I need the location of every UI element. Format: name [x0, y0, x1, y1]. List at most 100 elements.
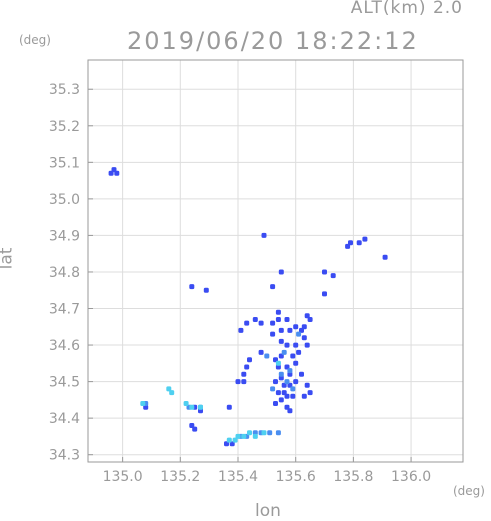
- y-tick-label: 35.2: [49, 119, 80, 135]
- echo-point: [273, 379, 278, 385]
- echo-point: [238, 327, 244, 333]
- echo-point: [244, 364, 250, 370]
- echo-point: [301, 324, 307, 330]
- echo-point: [287, 408, 293, 414]
- echo-point: [166, 386, 172, 392]
- echo-point: [235, 379, 241, 385]
- y-tick-label: 35.0: [49, 192, 80, 208]
- echo-point: [273, 401, 278, 406]
- echo-point: [281, 382, 287, 388]
- echo-point: [189, 284, 195, 290]
- echo-point: [293, 324, 299, 330]
- echo-point: [275, 360, 281, 366]
- echo-point: [284, 393, 290, 399]
- echo-point: [270, 386, 276, 392]
- y-tick-label: 35.3: [49, 82, 80, 98]
- echo-point: [287, 327, 293, 333]
- echo-point: [278, 397, 284, 403]
- echo-point: [290, 393, 296, 399]
- echo-point: [252, 317, 258, 322]
- echo-point: [258, 320, 264, 326]
- echo-point: [278, 338, 284, 344]
- x-tick-label: 135.2: [160, 469, 200, 485]
- echo-point: [278, 371, 284, 377]
- echo-point: [270, 331, 276, 337]
- x-tick-label: 135.8: [333, 469, 373, 485]
- echo-point: [290, 386, 296, 392]
- echo-point: [203, 287, 209, 293]
- echo-point: [270, 320, 276, 326]
- echo-point: [108, 170, 114, 176]
- echo-point: [293, 360, 299, 366]
- y-axis-unit: (deg): [19, 33, 51, 47]
- echo-point: [322, 269, 327, 275]
- echo-point: [114, 170, 120, 176]
- echo-point: [362, 236, 368, 242]
- y-tick-label: 34.9: [49, 228, 80, 244]
- echo-point: [261, 430, 267, 436]
- echo-point: [252, 433, 258, 439]
- echo-point: [304, 382, 310, 388]
- echo-point: [275, 309, 281, 315]
- echo-point: [304, 342, 310, 348]
- echo-point: [270, 284, 276, 290]
- plot-frame: [87, 59, 464, 463]
- y-tick-label: 34.4: [49, 411, 80, 427]
- echo-point: [284, 379, 290, 385]
- x-tick-label: 135.6: [276, 469, 316, 485]
- echo-point: [284, 342, 290, 348]
- echo-point: [382, 254, 388, 260]
- echo-point: [232, 437, 238, 443]
- altitude-label: ALT(km) 2.0: [350, 0, 463, 18]
- x-axis-unit: (deg): [453, 484, 485, 498]
- echo-point: [111, 167, 117, 173]
- echo-point: [235, 433, 241, 439]
- echo-point: [304, 313, 310, 319]
- echo-point: [275, 317, 281, 322]
- echo-point: [267, 430, 273, 436]
- echo-point: [348, 240, 353, 246]
- echo-point: [345, 243, 351, 249]
- echo-point: [296, 349, 302, 355]
- echo-point: [241, 379, 247, 385]
- echo-point: [290, 353, 296, 359]
- echo-point: [226, 437, 232, 443]
- echo-point: [275, 430, 281, 436]
- echo-point: [278, 327, 284, 333]
- echo-point: [192, 426, 198, 432]
- echo-point: [307, 390, 313, 396]
- timestamp-title: 2019/06/20 18:22:12: [127, 27, 419, 55]
- echo-point: [284, 317, 290, 322]
- echo-point: [322, 291, 327, 297]
- echo-point: [299, 371, 304, 377]
- echo-point: [264, 353, 270, 359]
- grid-lines: [88, 60, 463, 462]
- echo-point: [301, 393, 307, 399]
- y-tick-label: 34.3: [49, 448, 80, 464]
- echo-point: [356, 240, 362, 246]
- echo-point: [183, 401, 189, 406]
- y-tick-label: 34.5: [49, 375, 80, 391]
- x-axis-label: lon: [255, 501, 281, 521]
- echo-point: [287, 368, 293, 374]
- y-tick-label: 34.7: [49, 302, 80, 318]
- echo-point: [198, 404, 203, 410]
- x-tick-label: 135.0: [103, 469, 143, 485]
- echo-point: [261, 232, 267, 238]
- y-tick-label: 34.8: [49, 265, 80, 281]
- echo-point: [275, 390, 281, 396]
- echo-point: [307, 317, 313, 322]
- echo-point: [241, 371, 247, 377]
- echo-point: [330, 273, 336, 279]
- echo-point: [278, 269, 284, 275]
- axis-ticks: 135.0 135.2 135.4 135.6 135.8 136.0 34.3 34.4 34…: [49, 82, 431, 485]
- echo-point: [189, 404, 195, 410]
- echo-point: [296, 331, 302, 337]
- echo-point: [226, 404, 232, 410]
- y-tick-label: 35.1: [49, 155, 80, 171]
- echo-point: [281, 349, 287, 355]
- echo-point: [247, 430, 252, 436]
- echo-point: [244, 320, 250, 326]
- echo-point: [258, 349, 264, 355]
- echo-point: [301, 335, 307, 341]
